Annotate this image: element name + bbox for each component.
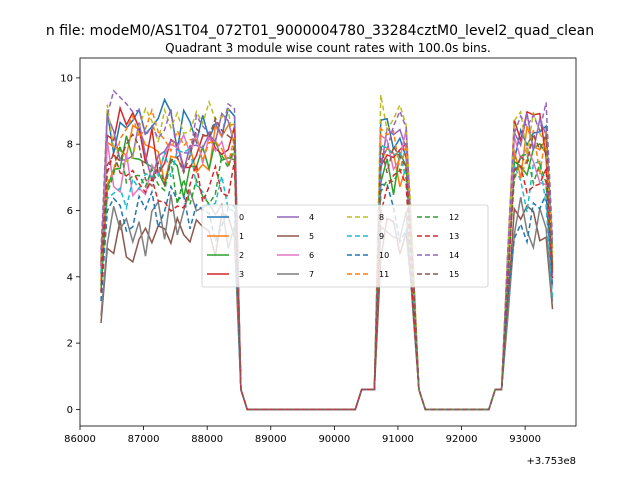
series-line-11 — [100, 107, 554, 411]
legend-label-10: 10 — [379, 251, 389, 260]
legend-label-11: 11 — [379, 270, 389, 279]
x-tick-label: 89000 — [255, 434, 287, 445]
y-tick-label: 10 — [60, 73, 73, 84]
legend-label-6: 6 — [309, 251, 314, 260]
legend-label-13: 13 — [449, 232, 459, 241]
legend-label-4: 4 — [309, 213, 314, 222]
x-tick-label: 90000 — [318, 434, 350, 445]
legend-label-12: 12 — [449, 213, 459, 222]
series-line-15 — [100, 116, 554, 411]
y-tick-label: 8 — [67, 140, 73, 151]
axes-layer: 86000 87000 88000 89000 90000 91000 92000 93000… — [60, 57, 577, 445]
x-tick-label: 87000 — [128, 434, 160, 445]
x-tick-label: 91000 — [382, 434, 414, 445]
y-tick-label: 2 — [67, 339, 73, 350]
legend-label-15: 15 — [449, 270, 459, 279]
legend-label-9: 9 — [379, 232, 384, 241]
x-tick-label: 92000 — [446, 434, 478, 445]
legend-label-5: 5 — [309, 232, 314, 241]
legend-label-2: 2 — [239, 251, 244, 260]
x-tick-label: 88000 — [191, 434, 223, 445]
legend-label-0: 0 — [239, 213, 244, 222]
series-line-14 — [100, 89, 554, 411]
plot-frame — [79, 57, 577, 427]
y-tick-label: 4 — [67, 272, 73, 283]
series-line-13 — [100, 149, 554, 411]
x-offset-label: +3.753e8 — [526, 456, 576, 467]
legend-label-8: 8 — [379, 213, 384, 222]
x-tick-label: 86000 — [64, 434, 96, 445]
legend-label-1: 1 — [239, 232, 244, 241]
chart-title: Quadrant 3 module wise count rates with … — [165, 41, 491, 55]
legend-label-3: 3 — [239, 270, 244, 279]
figure-suptitle: n file: modeM0/AS1T04_072T01_9000004780_… — [46, 23, 594, 39]
series-layer — [100, 89, 554, 411]
legend-label-7: 7 — [309, 270, 314, 279]
y-tick-label: 0 — [67, 405, 73, 416]
y-tick-label: 6 — [67, 206, 73, 217]
legend-box — [201, 204, 489, 288]
x-tick-label: 93000 — [509, 434, 541, 445]
legend-label-14: 14 — [449, 251, 459, 260]
